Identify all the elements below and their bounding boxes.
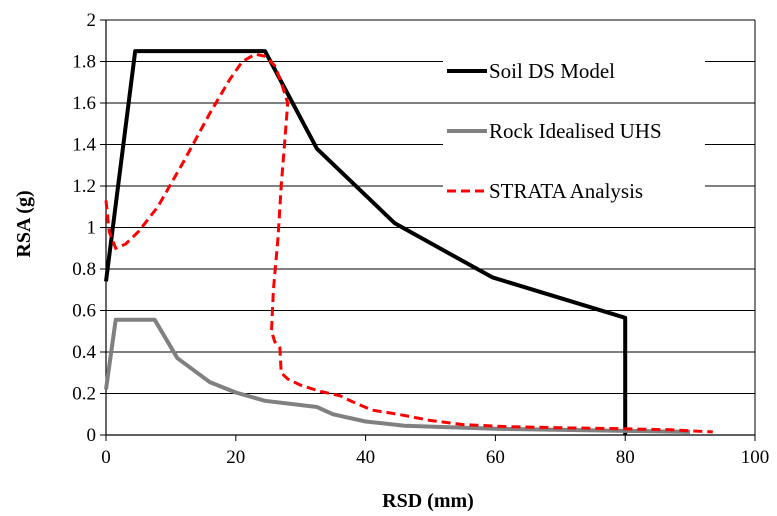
x-tick-label-3: 60 <box>486 447 505 468</box>
y-tick-label-6: 1.2 <box>72 176 96 197</box>
y-tick-label-10: 2 <box>87 10 97 31</box>
legend-label-0: Soil DS Model <box>489 59 615 83</box>
series <box>104 49 713 435</box>
gridlines <box>106 19 755 394</box>
legend-label-1: Rock Idealised UHS <box>489 119 662 143</box>
y-axis-title: RSA (g) <box>13 190 35 257</box>
series-line-1 <box>104 317 691 434</box>
y-tick-label-2: 0.4 <box>72 342 96 363</box>
y-tick-label-4: 0.8 <box>72 259 96 280</box>
series-line-0 <box>104 49 628 435</box>
x-tick-label-4: 80 <box>616 447 635 468</box>
y-tick-label-7: 1.4 <box>72 135 96 156</box>
x-tick-label-0: 0 <box>101 447 111 468</box>
y-tick-label-0: 0 <box>87 425 97 446</box>
series-line-2 <box>104 52 713 434</box>
legend-label-2: STRATA Analysis <box>489 179 643 203</box>
y-tick-label-9: 1.8 <box>72 52 96 73</box>
x-tick-label-1: 20 <box>226 447 245 468</box>
legend-entry-bg-2 <box>443 174 705 206</box>
y-tick-label-3: 0.6 <box>72 301 96 322</box>
x-tick-label-2: 40 <box>356 447 375 468</box>
legend: Soil DS Model Rock Idealised UHS STRATA An… <box>443 54 705 206</box>
x-tick-label-5: 100 <box>741 447 770 468</box>
y-tick-label-5: 1 <box>87 218 97 239</box>
axes <box>100 19 756 441</box>
y-tick-label-1: 0.2 <box>72 384 96 405</box>
x-axis-title: RSD (mm) <box>382 490 474 512</box>
tick-labels: 00.20.40.60.811.21.41.61.820 20 40 60 80 100 <box>72 10 769 468</box>
y-tick-label-8: 1.6 <box>72 93 96 114</box>
